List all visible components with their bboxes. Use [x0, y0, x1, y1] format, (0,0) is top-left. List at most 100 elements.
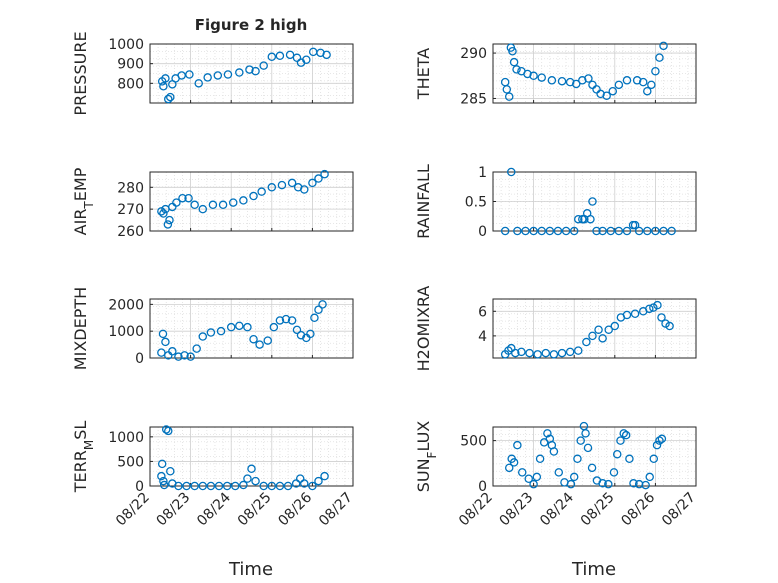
- data-point: [604, 479, 613, 489]
- data-point: [507, 167, 516, 177]
- data-point: [174, 481, 183, 491]
- data-point: [287, 316, 297, 325]
- y-tick-label: 1000: [108, 324, 144, 340]
- axes-frame: [149, 426, 354, 487]
- data-point: [659, 41, 668, 51]
- y-tick-label: 260: [117, 224, 144, 240]
- data-point: [634, 226, 644, 236]
- data-point: [523, 69, 532, 79]
- data-point: [569, 226, 579, 236]
- data-point: [235, 68, 244, 77]
- data-point: [583, 443, 593, 453]
- data-point: [616, 436, 625, 445]
- data-point: [557, 348, 567, 358]
- data-point: [630, 309, 640, 318]
- y-tick-label: 0: [478, 224, 487, 240]
- data-point: [645, 472, 654, 482]
- y-tick-label: 900: [117, 57, 144, 73]
- data-point: [318, 300, 327, 309]
- data-point: [267, 183, 277, 192]
- data-point: [180, 351, 189, 360]
- data-point: [502, 85, 512, 94]
- data-point: [281, 314, 291, 324]
- data-point: [622, 76, 632, 85]
- data-point: [192, 344, 201, 353]
- data-point: [251, 476, 260, 486]
- data-point: [571, 79, 581, 89]
- y-tick-label: 6: [478, 304, 487, 320]
- data-point: [159, 82, 168, 91]
- data-point: [275, 481, 285, 491]
- data-point: [275, 51, 285, 61]
- data-point: [604, 325, 613, 334]
- data-point: [500, 226, 510, 236]
- data-point: [529, 479, 538, 489]
- data-point: [588, 331, 597, 341]
- data-point: [295, 474, 305, 483]
- data-point: [283, 481, 293, 491]
- figure-title: Figure 2 high: [195, 16, 308, 34]
- data-point: [537, 226, 546, 236]
- data-point: [513, 440, 522, 450]
- data-point: [161, 425, 171, 434]
- data-point: [308, 178, 317, 188]
- data-point: [549, 447, 559, 456]
- y-axis-label: RAINFALL: [414, 164, 433, 239]
- data-point: [621, 430, 631, 440]
- data-point: [512, 65, 521, 74]
- data-point: [525, 348, 534, 358]
- data-point: [257, 187, 266, 196]
- data-point: [174, 352, 183, 361]
- data-point: [285, 50, 295, 60]
- data-point: [509, 57, 519, 67]
- data-point: [218, 200, 228, 210]
- data-point: [165, 215, 174, 225]
- data-point: [308, 481, 317, 491]
- data-point: [190, 481, 199, 491]
- data-point: [574, 346, 583, 355]
- data-point: [532, 472, 542, 482]
- data-point: [511, 348, 520, 358]
- data-point: [185, 70, 194, 79]
- data-point: [300, 479, 309, 488]
- data-point: [521, 226, 530, 236]
- data-point: [222, 481, 232, 491]
- data-point: [659, 226, 668, 236]
- data-point: [247, 464, 256, 474]
- data-point: [513, 226, 522, 236]
- data-point: [524, 474, 533, 483]
- data-point: [645, 304, 654, 314]
- data-point: [504, 92, 514, 101]
- y-axis-label: PRESSURE: [71, 31, 90, 115]
- data-point: [164, 94, 173, 104]
- data-point: [314, 174, 323, 183]
- data-point: [163, 220, 173, 229]
- axes-frame: [492, 43, 697, 104]
- data-point: [608, 86, 618, 96]
- data-point: [643, 86, 652, 96]
- data-point: [578, 76, 587, 85]
- y-tick-label: 1: [478, 165, 487, 181]
- data-point: [157, 471, 166, 481]
- y-axis-label: AIRTEMP: [71, 167, 96, 235]
- data-point: [625, 454, 634, 464]
- data-point: [302, 55, 311, 64]
- data-point: [517, 468, 527, 477]
- data-point: [573, 454, 582, 464]
- data-point: [581, 429, 590, 438]
- data-point: [561, 226, 571, 236]
- data-point: [157, 207, 166, 216]
- y-tick-label: 0.5: [465, 195, 487, 211]
- data-point: [594, 325, 603, 334]
- x-axis-label-right: Time: [571, 559, 616, 580]
- data-point: [239, 480, 248, 490]
- data-point: [159, 209, 168, 218]
- data-point: [614, 226, 624, 236]
- data-point: [184, 193, 193, 203]
- data-point: [655, 436, 664, 445]
- data-point: [320, 471, 329, 481]
- subplot-mixdepth: 0 1000 2000 MIXDEPTH: [71, 287, 354, 370]
- data-point: [504, 463, 514, 473]
- data-point: [267, 481, 277, 491]
- y-tick-label: 290: [460, 46, 487, 62]
